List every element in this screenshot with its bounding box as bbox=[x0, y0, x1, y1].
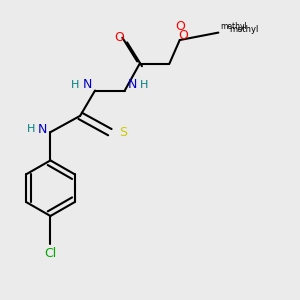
Text: methyl: methyl bbox=[220, 22, 247, 31]
Text: O: O bbox=[175, 20, 185, 33]
Text: S: S bbox=[119, 126, 127, 139]
Text: H: H bbox=[70, 80, 79, 90]
Text: N: N bbox=[128, 78, 137, 91]
Text: N: N bbox=[38, 123, 47, 136]
Text: H: H bbox=[140, 80, 148, 90]
Text: methyl: methyl bbox=[229, 25, 258, 34]
Text: H: H bbox=[27, 124, 36, 134]
Text: N: N bbox=[83, 78, 92, 91]
Text: O: O bbox=[178, 29, 188, 42]
Text: O: O bbox=[114, 31, 124, 44]
Text: Cl: Cl bbox=[44, 247, 57, 260]
